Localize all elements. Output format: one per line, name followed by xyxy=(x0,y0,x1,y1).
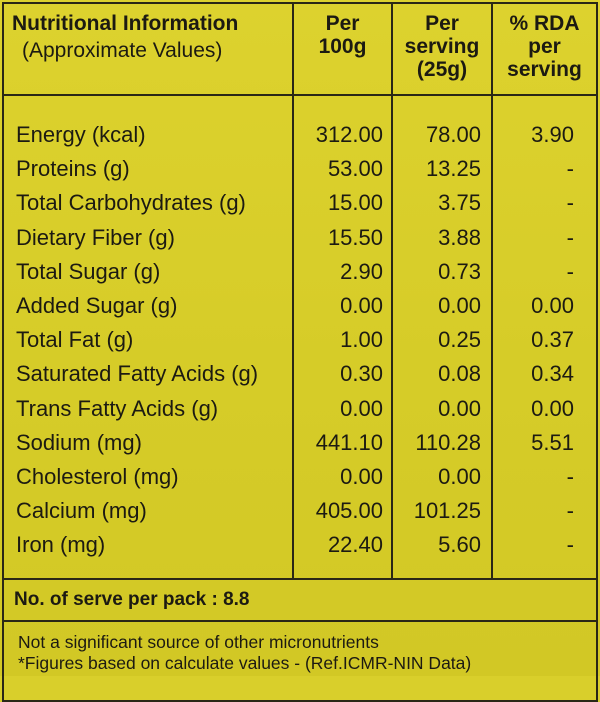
per-100g-column: 312.00 53.00 15.00 15.50 2.90 0.00 1.00 … xyxy=(292,93,393,581)
rda-value: - xyxy=(566,190,574,216)
per-serving-value: 5.60 xyxy=(438,532,481,558)
rda-value: - xyxy=(566,156,574,182)
nutrient-name: Total Sugar (g) xyxy=(16,258,161,284)
nutrient-name: Saturated Fatty Acids (g) xyxy=(16,361,259,387)
per-100g-value: 405.00 xyxy=(315,498,383,524)
per-100g-value: 0.00 xyxy=(340,395,383,421)
header-nutrient: Nutritional Information (Approximate Val… xyxy=(2,2,294,96)
rda-value: - xyxy=(566,224,574,250)
serves-row: No. of serve per pack : 8.8 xyxy=(2,578,598,623)
rda-column: 3.90 - - - - 0.00 0.37 0.34 0.00 5.51 - … xyxy=(491,93,598,581)
nutrient-name: Energy (kcal) xyxy=(16,122,146,147)
per-100g-value: 0.30 xyxy=(340,361,383,387)
header-per-100g: Per 100g xyxy=(292,2,393,96)
per-100g-value: 15.00 xyxy=(327,190,383,216)
nutrient-name: Trans Fatty Acids (g) xyxy=(16,395,219,421)
rda-value: 3.90 xyxy=(531,122,574,147)
per-serving-value: 0.73 xyxy=(438,258,481,284)
per-serving-value: 0.08 xyxy=(438,361,481,387)
serves-per-pack: No. of serve per pack : 8.8 xyxy=(2,578,598,623)
per-100g-value: 22.40 xyxy=(327,532,383,558)
rda-value: 0.00 xyxy=(531,292,574,318)
per-100g-value: 312.00 xyxy=(315,122,383,147)
rda-value: 5.51 xyxy=(531,429,574,455)
rda-value: 0.34 xyxy=(531,361,574,387)
rda-value: - xyxy=(566,498,574,524)
per-100g-value: 15.50 xyxy=(327,224,383,250)
per-100g-value: 0.00 xyxy=(340,292,383,318)
rda-value: - xyxy=(566,532,574,558)
nutrient-name: Dietary Fiber (g) xyxy=(16,224,175,250)
per-100g-value: 2.90 xyxy=(340,258,383,284)
per-serving-value: 78.00 xyxy=(425,122,481,147)
per-serving-value: 101.25 xyxy=(413,498,481,524)
footnote-micronutrients: Not a significant source of other micron… xyxy=(18,632,379,653)
per-100g-value: 441.10 xyxy=(315,429,383,455)
footnote-reference: *Figures based on calculate values - (Re… xyxy=(18,653,472,674)
values-row: Energy (kcal) Proteins (g) Total Carbohy… xyxy=(2,93,598,581)
notes-row: Not a significant source of other micron… xyxy=(2,620,598,702)
per-serving-value: 110.28 xyxy=(415,429,481,455)
footnotes: Not a significant source of other micron… xyxy=(2,620,598,702)
per-serving-column: 78.00 13.25 3.75 3.88 0.73 0.00 0.25 0.0… xyxy=(391,93,493,581)
nutrient-name: Iron (mg) xyxy=(16,532,106,558)
per-serving-value: 0.00 xyxy=(438,292,481,318)
header-subtitle: (Approximate Values) xyxy=(22,39,223,62)
rda-value: 0.37 xyxy=(531,327,574,353)
per-100g-value: 1.00 xyxy=(340,327,383,353)
header-row: Nutritional Information (Approximate Val… xyxy=(2,2,598,96)
per-serving-value: 3.75 xyxy=(438,190,481,216)
per-serving-value: 0.25 xyxy=(438,327,481,353)
nutrient-name: Total Fat (g) xyxy=(16,327,134,353)
rda-value: - xyxy=(566,463,574,489)
nutrient-name: Calcium (mg) xyxy=(16,498,147,524)
nutrient-names-column: Energy (kcal) Proteins (g) Total Carbohy… xyxy=(2,93,294,581)
nutrient-name: Total Carbohydrates (g) xyxy=(16,190,246,216)
per-100g-value: 53.00 xyxy=(327,156,383,182)
per-serving-value: 0.00 xyxy=(438,463,481,489)
per-serving-value: 13.25 xyxy=(425,156,481,182)
per-serving-value: 0.00 xyxy=(438,395,481,421)
per-100g-value: 0.00 xyxy=(340,463,383,489)
header-per-serving: Per serving (25g) xyxy=(391,2,493,96)
nutrient-name: Sodium (mg) xyxy=(16,429,142,455)
header-rda: % RDA per serving xyxy=(491,2,598,96)
rda-value: 0.00 xyxy=(531,395,574,421)
rda-value: - xyxy=(566,258,574,284)
nutrient-name: Proteins (g) xyxy=(16,156,130,182)
per-serving-value: 3.88 xyxy=(438,224,481,250)
nutrient-name: Cholesterol (mg) xyxy=(16,463,179,489)
header-title: Nutritional Information xyxy=(12,12,239,35)
nutrient-name: Added Sugar (g) xyxy=(16,292,178,318)
